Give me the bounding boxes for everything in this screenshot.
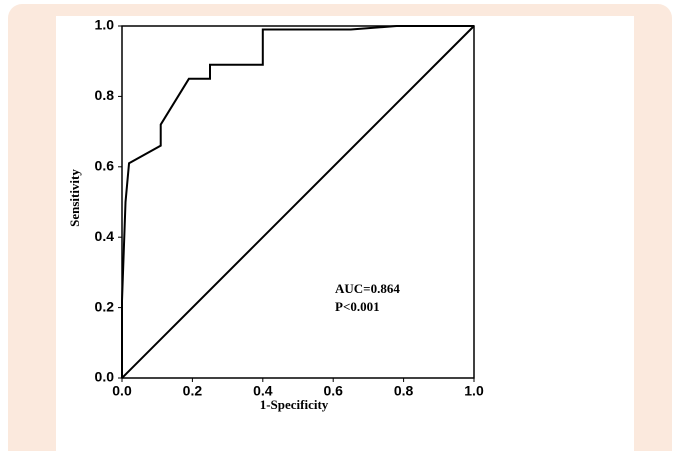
plot-frame — [121, 25, 475, 379]
annotation: AUC=0.864 — [335, 281, 400, 296]
y-tick-label: 1.0 — [95, 17, 115, 33]
y-tick-label: 0.4 — [95, 228, 115, 244]
y-axis-label: Sensitivity — [67, 169, 82, 227]
x-tick-label: 1.0 — [464, 383, 484, 399]
y-tick-label: 0.6 — [95, 158, 115, 174]
x-tick-label: 0.4 — [253, 383, 273, 399]
x-tick-label: 0.2 — [183, 383, 203, 399]
x-tick-label: 0.6 — [323, 383, 343, 399]
y-tick-label: 0.0 — [95, 369, 115, 385]
x-tick-label: 0.0 — [112, 383, 132, 399]
y-tick-label: 0.8 — [95, 87, 115, 103]
annotation: P<0.001 — [335, 299, 380, 314]
y-tick-label: 0.2 — [95, 298, 115, 314]
x-axis-label: 1-Specificity — [260, 397, 329, 412]
curve — [121, 25, 474, 378]
panel — [56, 16, 634, 451]
x-tick-label: 0.8 — [394, 383, 414, 399]
curve — [121, 25, 475, 379]
